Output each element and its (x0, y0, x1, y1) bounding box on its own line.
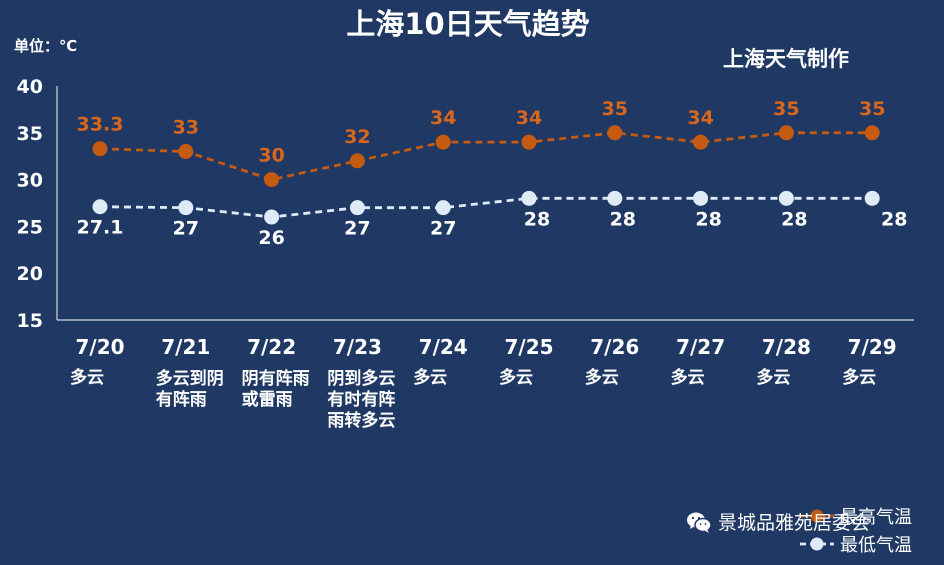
low-temp-point (521, 190, 537, 206)
high-temp-label: 33 (173, 117, 199, 139)
x-tick-label: 7/22 (247, 335, 296, 359)
low-temp-label: 28 (610, 208, 636, 230)
high-temp-label: 35 (859, 98, 885, 120)
x-tick-label: 7/20 (75, 335, 124, 359)
low-temp-label: 27 (173, 218, 199, 240)
low-temp-point (92, 199, 108, 215)
low-temp-label: 27.1 (77, 217, 124, 239)
low-temp-point (693, 190, 709, 206)
weather-description: 多云 (670, 368, 705, 388)
high-temp-label: 34 (430, 107, 456, 129)
high-temp-label: 30 (258, 145, 284, 167)
legend-swatch-marker (810, 537, 824, 551)
legend-label: 最低气温 (840, 535, 912, 556)
high-temp-label: 34 (687, 107, 713, 129)
low-temp-label: 27 (344, 218, 370, 240)
series-line-high (99, 131, 873, 182)
weather-description: 多云 (584, 368, 619, 388)
x-tick-label: 7/29 (848, 335, 897, 359)
high-temp-label: 34 (516, 107, 542, 129)
high-temp-label: 32 (344, 126, 370, 148)
low-temp-point (349, 200, 365, 216)
weather-description: 多云 (70, 368, 104, 388)
high-temp-point (264, 172, 280, 188)
series-layer: 33.3 33 30 32 34 34 35 34 35 35 27.1 27 26 27 27 28 28 28… (77, 98, 908, 249)
high-temp-point (92, 141, 108, 157)
weather-description: 多云到阴 有阵雨 (155, 369, 224, 410)
legend-label: 最高气温 (840, 507, 912, 528)
chart-title: 上海10日天气趋势 (346, 7, 589, 41)
low-temp-point (864, 190, 880, 206)
weather-description: 多云 (842, 368, 877, 388)
high-temp-label: 33.3 (77, 114, 124, 136)
low-temp-label: 28 (881, 208, 907, 230)
x-tick-label: 7/25 (504, 335, 553, 359)
high-temp-point (521, 134, 537, 150)
y-tick-label: 25 (17, 216, 43, 238)
weather-description: 阴有阵雨 或雷雨 (241, 369, 310, 410)
high-temp-point (607, 125, 623, 141)
low-temp-label: 27 (430, 218, 456, 240)
high-temp-label: 35 (773, 98, 799, 120)
high-temp-point (435, 134, 451, 150)
x-tick-labels: 7/20 7/21 7/22 7/23 7/24 7/25 7/26 7/27 7/28 7/29 (75, 335, 896, 359)
watermark: 景城品雅苑居委会 (686, 508, 870, 535)
low-temp-point (778, 190, 794, 206)
low-temp-point (264, 209, 280, 225)
x-tick-label: 7/27 (676, 335, 725, 359)
y-tick-label: 15 (17, 310, 43, 332)
x-tick-label: 7/26 (590, 335, 639, 359)
y-tick-label: 35 (17, 123, 43, 145)
weather-description: 阴到多云 有时有阵 雨转多云 (327, 369, 396, 431)
y-tick-label: 40 (17, 76, 43, 98)
x-tick-label: 7/28 (762, 335, 811, 359)
low-temp-point (435, 200, 451, 216)
low-temp-label: 28 (695, 208, 721, 230)
high-temp-label: 35 (602, 98, 628, 120)
high-temp-point (178, 144, 194, 160)
watermark-text: 景城品雅苑居委会 (718, 512, 871, 534)
high-temp-point (693, 134, 709, 150)
low-temp-point (607, 190, 623, 206)
x-tick-label: 7/23 (333, 335, 382, 359)
low-temp-point (178, 200, 194, 216)
series-line-low (99, 196, 873, 219)
source-label: 上海天气制作 (723, 47, 849, 71)
legend-swatch-marker (810, 509, 824, 523)
x-tick-label: 7/24 (419, 335, 468, 359)
low-temp-label: 26 (258, 227, 284, 249)
unit-label: 单位：℃ (14, 37, 77, 55)
low-temp-label: 28 (781, 208, 807, 230)
y-tick-labels: 40 35 30 25 20 15 (17, 76, 43, 332)
weather-description: 多云 (499, 368, 533, 388)
high-temp-point (349, 153, 365, 169)
wechat-icon (687, 512, 712, 533)
y-tick-label: 30 (17, 170, 43, 192)
x-tick-label: 7/21 (161, 335, 210, 359)
high-temp-point (864, 125, 880, 141)
weather-description: 多云 (756, 368, 791, 388)
high-temp-point (778, 125, 794, 141)
weather-description: 多云 (413, 368, 448, 388)
y-tick-label: 20 (17, 263, 43, 285)
low-temp-label: 28 (524, 208, 550, 230)
